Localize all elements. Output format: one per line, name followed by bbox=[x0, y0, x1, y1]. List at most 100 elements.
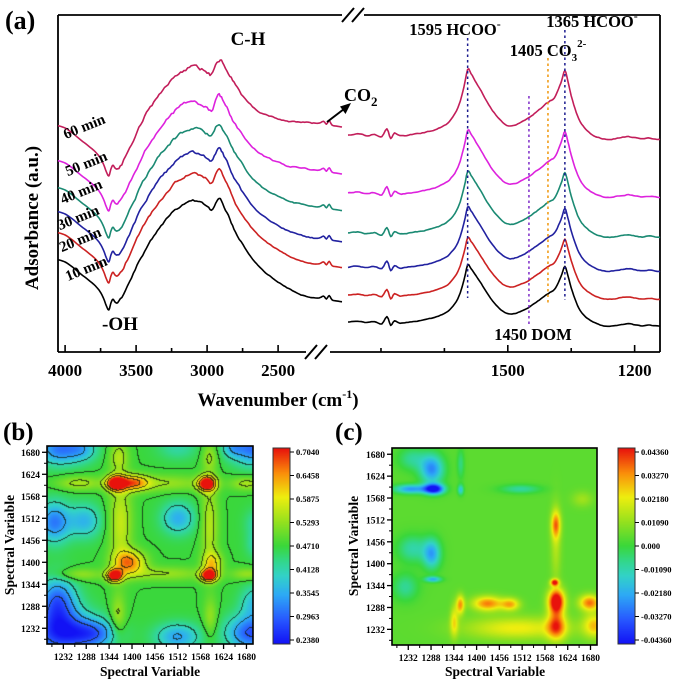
svg-text:1232: 1232 bbox=[54, 653, 73, 663]
panel-a-tick-labels: 4000 3500 3000 2500 1500 1200 bbox=[48, 361, 652, 380]
panel-a-x-axis-title: Wavenumber (cm-1) bbox=[197, 387, 358, 411]
panel-a-ticks bbox=[64, 345, 636, 352]
panel-c-heatmap-canvas bbox=[392, 448, 597, 645]
series-label-60min: 60 min bbox=[61, 111, 108, 142]
svg-text:1288: 1288 bbox=[422, 654, 441, 664]
svg-text:1500: 1500 bbox=[491, 361, 525, 380]
axis-break-bottom bbox=[304, 344, 328, 360]
panel-a-y-axis-title: Adsorbance (a.u.) bbox=[22, 146, 43, 290]
svg-text:-0.03270: -0.03270 bbox=[641, 612, 671, 622]
spectrum-curve-30-min bbox=[347, 205, 661, 273]
svg-text:1624: 1624 bbox=[214, 653, 233, 663]
svg-text:0.04360: 0.04360 bbox=[641, 447, 669, 457]
svg-text:4000: 4000 bbox=[48, 361, 82, 380]
svg-text:0.01090: 0.01090 bbox=[641, 518, 669, 528]
panel-a-label: (a) bbox=[5, 6, 36, 35]
annotation-ch: C-H bbox=[231, 29, 266, 50]
peak-guide-lines bbox=[466, 30, 566, 324]
spectrum-curve-10-min bbox=[348, 263, 661, 328]
panel-c-label: (c) bbox=[335, 419, 363, 446]
svg-text:3500: 3500 bbox=[119, 361, 153, 380]
panel-b-label: (b) bbox=[3, 419, 34, 446]
svg-text:1512: 1512 bbox=[21, 515, 40, 525]
svg-text:1232: 1232 bbox=[366, 626, 385, 636]
annotation-oh: -OH bbox=[102, 314, 138, 335]
svg-text:0.7040: 0.7040 bbox=[296, 447, 319, 457]
svg-text:0.2963: 0.2963 bbox=[296, 612, 319, 622]
svg-text:1624: 1624 bbox=[21, 471, 40, 481]
panel-b-axes: Spectral Variable Spectral Variable 1232… bbox=[2, 445, 319, 679]
svg-text:1344: 1344 bbox=[21, 581, 40, 591]
annotation-1405-co3: 1405 CO32- bbox=[510, 38, 587, 64]
spectrum-curve-10-min bbox=[57, 197, 343, 311]
svg-text:1400: 1400 bbox=[467, 654, 486, 664]
spectrum-curve-40-min bbox=[57, 124, 343, 239]
svg-text:0.4710: 0.4710 bbox=[296, 541, 319, 551]
panel-b-colorbar-canvas bbox=[273, 448, 290, 644]
svg-text:1456: 1456 bbox=[145, 653, 164, 663]
svg-text:1568: 1568 bbox=[21, 493, 40, 503]
svg-text:1512: 1512 bbox=[168, 653, 187, 663]
svg-text:1344: 1344 bbox=[366, 582, 385, 592]
panel-b-x-axis-title: Spectral Variable bbox=[100, 664, 200, 679]
svg-text:-0.04360: -0.04360 bbox=[641, 635, 671, 645]
svg-text:1400: 1400 bbox=[21, 559, 40, 569]
svg-text:0.6458: 0.6458 bbox=[296, 471, 319, 481]
svg-text:0.03270: 0.03270 bbox=[641, 471, 669, 481]
svg-text:1456: 1456 bbox=[21, 537, 40, 547]
spectrum-curve-50-min bbox=[57, 92, 343, 212]
spectrum-curve-60-min bbox=[57, 59, 343, 177]
spectrum-curve-60-min bbox=[347, 68, 661, 141]
svg-text:1232: 1232 bbox=[21, 625, 40, 635]
panel-c-axes: Spectral Variable Spectral Variable 1232… bbox=[346, 447, 671, 679]
svg-text:1288: 1288 bbox=[366, 604, 385, 614]
svg-text:1624: 1624 bbox=[558, 654, 577, 664]
svg-text:0.5293: 0.5293 bbox=[296, 518, 319, 528]
svg-text:1344: 1344 bbox=[444, 654, 463, 664]
svg-text:0.5875: 0.5875 bbox=[296, 494, 319, 504]
annotation-co2: CO2 bbox=[344, 85, 378, 109]
svg-text:1344: 1344 bbox=[100, 653, 119, 663]
svg-text:0.000: 0.000 bbox=[641, 541, 660, 551]
svg-text:1400: 1400 bbox=[366, 560, 385, 570]
annotation-1365-hcoo: 1365 HCOO- bbox=[546, 9, 638, 31]
svg-text:0.02180: 0.02180 bbox=[641, 494, 669, 504]
series-label-50min: 50 min bbox=[63, 148, 110, 179]
annotation-1450-dom: 1450 DOM bbox=[494, 325, 572, 344]
svg-text:1456: 1456 bbox=[490, 654, 509, 664]
panel-c-x-axis-title: Spectral Variable bbox=[445, 664, 545, 679]
svg-text:0.4128: 0.4128 bbox=[296, 565, 319, 575]
svg-text:1680: 1680 bbox=[581, 654, 600, 664]
svg-text:1680: 1680 bbox=[21, 449, 40, 459]
svg-text:1232: 1232 bbox=[399, 654, 418, 664]
spectrum-curve-20-min bbox=[348, 236, 661, 301]
spectrum-curve-50-min bbox=[347, 129, 661, 199]
svg-text:1680: 1680 bbox=[366, 451, 385, 461]
svg-text:1568: 1568 bbox=[535, 654, 554, 664]
svg-text:1512: 1512 bbox=[513, 654, 532, 664]
panel-b-y-axis-title: Spectral Variable bbox=[2, 495, 17, 595]
panel-c-y-axis-title: Spectral Variable bbox=[346, 496, 361, 596]
spectra-curves bbox=[57, 59, 661, 328]
svg-text:3000: 3000 bbox=[190, 361, 224, 380]
svg-text:0.3545: 0.3545 bbox=[296, 588, 319, 598]
panel-c-async-map: (c) Spectral Variable Spectral Variable … bbox=[330, 420, 679, 687]
annotation-1595-hcoo: 1595 HCOO- bbox=[409, 17, 501, 39]
panel-a-spectra-chart: 4000 3500 3000 2500 1500 1200 60 min 50 min 4… bbox=[22, 7, 661, 411]
svg-text:1400: 1400 bbox=[123, 653, 142, 663]
svg-text:-0.02180: -0.02180 bbox=[641, 588, 671, 598]
panel-b-heatmap-canvas bbox=[47, 446, 253, 644]
series-label-10min: 10 min bbox=[63, 253, 110, 284]
svg-text:1512: 1512 bbox=[366, 516, 385, 526]
svg-text:1680: 1680 bbox=[237, 653, 256, 663]
svg-text:1288: 1288 bbox=[21, 603, 40, 613]
panel-a-axis-frame bbox=[57, 7, 661, 360]
svg-text:1568: 1568 bbox=[191, 653, 210, 663]
svg-text:1200: 1200 bbox=[618, 361, 652, 380]
spectrum-curve-20-min bbox=[57, 167, 343, 284]
spectrum-curve-40-min bbox=[347, 170, 661, 239]
svg-text:1624: 1624 bbox=[366, 473, 385, 483]
co2-arrow bbox=[326, 103, 351, 123]
panel-c-colorbar-canvas bbox=[618, 448, 635, 644]
